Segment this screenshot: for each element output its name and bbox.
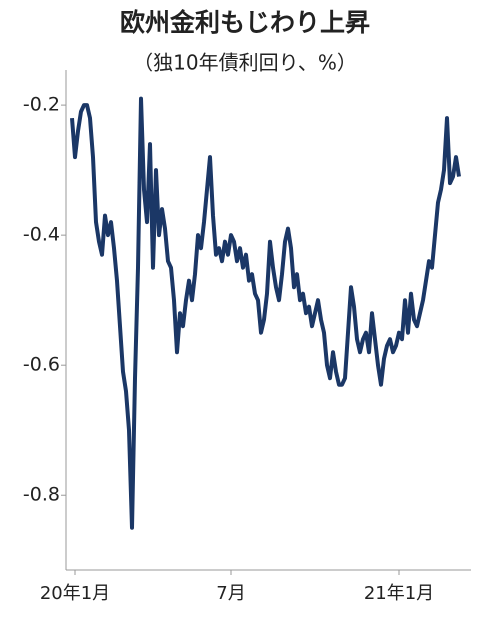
x-tick-label: 7月 — [216, 583, 245, 604]
y-tick-label: -0.4 — [23, 224, 60, 246]
y-tick-label: -0.6 — [23, 354, 60, 376]
y-tick-label: -0.8 — [23, 484, 60, 506]
chart-subtitle: （独10年債利回り、%） — [133, 51, 357, 75]
y-tick-label: -0.2 — [23, 94, 60, 116]
x-tick-label: 21年1月 — [364, 583, 434, 604]
chart-title: 欧州金利もじわり上昇 — [120, 8, 370, 37]
data-line — [70, 96, 461, 530]
x-tick-label: 20年1月 — [40, 583, 110, 604]
